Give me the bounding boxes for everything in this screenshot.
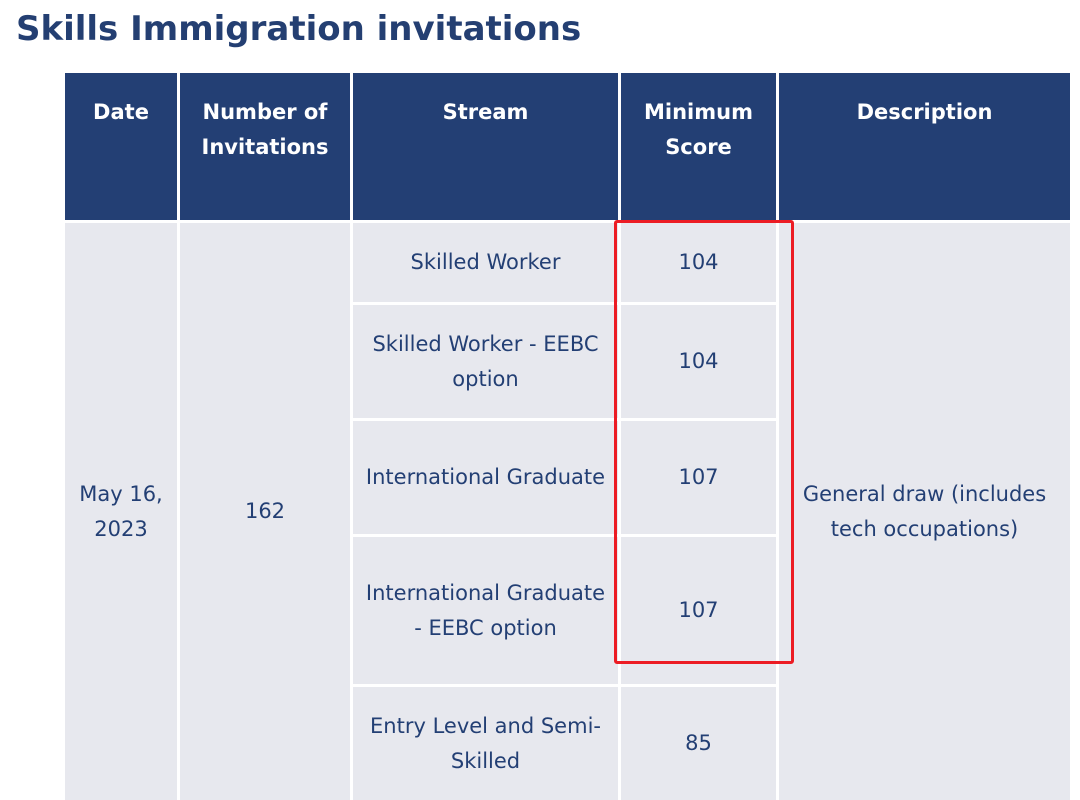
page-title: Skills Immigration invitations <box>16 9 582 49</box>
column-header-description: Description <box>776 70 1073 223</box>
table-row: Skilled Worker - EEBC option 104 <box>64 302 1072 421</box>
column-header-minimum-score: Minimum Score <box>618 70 779 223</box>
stream-cell: Skilled Worker - EEBC option <box>350 302 621 421</box>
stream-cell: Entry Level and Semi-Skilled <box>350 684 621 800</box>
column-header-date: Date <box>62 70 180 223</box>
minimum-score-cell: 85 <box>618 684 779 800</box>
table-header-row: Date Number of Invitations Stream Minimu… <box>62 70 1073 223</box>
stream-cell: Skilled Worker <box>350 220 621 305</box>
table-row: Entry Level and Semi-Skilled 85 <box>64 684 1072 800</box>
description-cell: General draw (includes tech occupations) <box>776 220 1073 800</box>
minimum-score-cell: 104 <box>618 302 779 421</box>
stream-cell: International Graduate <box>350 418 621 537</box>
column-header-stream: Stream <box>350 70 621 223</box>
draw-date-cell: May 16, 2023 <box>62 220 180 800</box>
invitations-table-container: Date Number of Invitations Stream Minimu… <box>62 70 1073 800</box>
table-row: International Graduate 107 <box>64 418 1072 537</box>
minimum-score-cell: 107 <box>618 534 779 687</box>
table-row: May 16, 2023 162 Skilled Worker 104 Gene… <box>62 220 1073 800</box>
minimum-score-cell: 104 <box>618 220 779 305</box>
column-header-number-of-invitations: Number of Invitations <box>177 70 353 223</box>
stream-cell: International Graduate - EEBC option <box>350 534 621 687</box>
minimum-score-cell: 107 <box>618 418 779 537</box>
invitations-count-cell: 162 <box>177 220 353 800</box>
invitations-table: Date Number of Invitations Stream Minimu… <box>62 70 1073 800</box>
